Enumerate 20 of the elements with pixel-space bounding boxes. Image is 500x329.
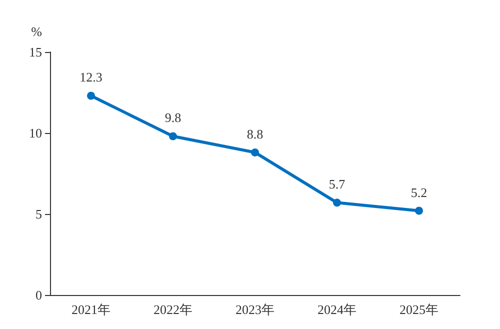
point [415, 206, 423, 215]
y-tick-label: 15 [29, 44, 42, 60]
point [333, 198, 341, 207]
point [87, 92, 95, 100]
data-label: 5.7 [328, 176, 346, 192]
y-tick-label: 10 [29, 126, 42, 140]
data-label: 12.3 [80, 70, 102, 85]
y-axis-title: % [31, 24, 42, 39]
x-tick-label: 2025年 [400, 302, 438, 317]
data-label: 8.8 [246, 126, 264, 142]
point [251, 148, 259, 156]
point [169, 132, 177, 140]
x-tick-label: 2021年 [72, 302, 110, 317]
x-tick-label: 2023年 [236, 302, 274, 317]
data-label: 5.2 [410, 184, 428, 200]
data-label: 9.8 [164, 110, 182, 126]
x-tick-label: 2024年 [318, 302, 356, 317]
x-tick-label: 2022年 [154, 302, 192, 317]
y-tick-label: 5 [36, 206, 42, 222]
y-tick-label: 0 [36, 288, 42, 302]
